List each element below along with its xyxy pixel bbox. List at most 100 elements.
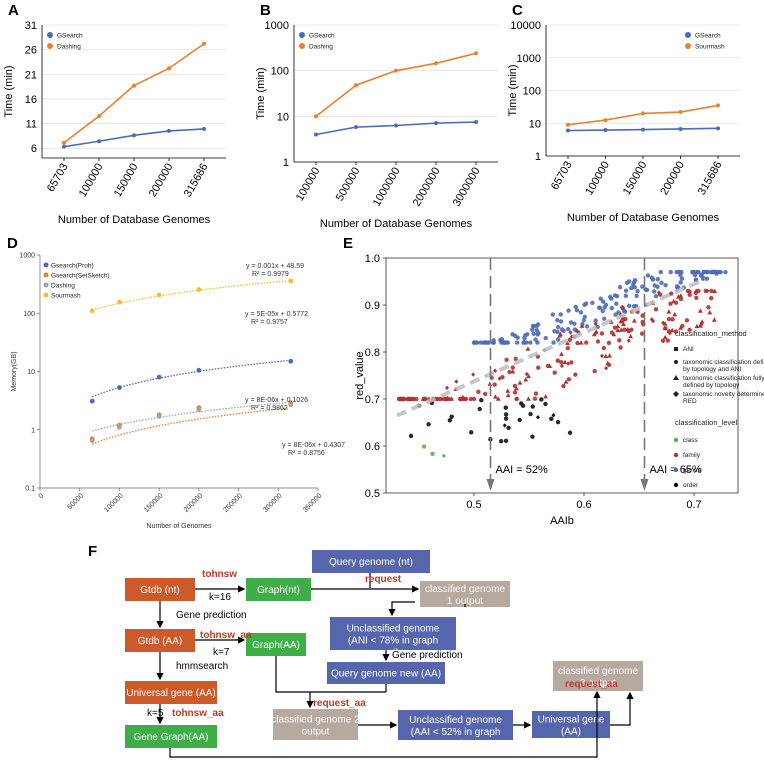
data-point (562, 359, 568, 365)
data-point (705, 269, 710, 275)
data-point (501, 340, 507, 345)
threshold-arrow (640, 479, 649, 491)
panel-label: D (7, 235, 18, 252)
legend-label: GSearch (309, 33, 335, 40)
data-point (659, 280, 664, 285)
data-point (394, 68, 398, 73)
data-point (698, 323, 703, 328)
y-tick-label: 10 (277, 111, 289, 123)
data-point (531, 331, 536, 336)
box-classified1 (420, 581, 510, 607)
box-universal-aa (125, 681, 217, 704)
data-point (674, 284, 680, 289)
x-tick-label: 150000 (143, 492, 165, 514)
data-point (558, 319, 564, 324)
data-point (666, 316, 672, 322)
y-axis-title: Time (min) (507, 64, 519, 116)
data-point (514, 396, 519, 402)
data-point (500, 375, 505, 380)
panel-c-time-chart: C 1 10 100 1000 10000 65703 100000 150000 200000 3… (507, 2, 740, 224)
data-point (414, 396, 419, 402)
data-point (716, 103, 720, 108)
data-point (551, 413, 556, 418)
data-point (426, 422, 431, 427)
box-query-nt (312, 550, 430, 573)
data-point (573, 304, 578, 310)
data-point (567, 337, 573, 342)
data-point (132, 83, 136, 88)
fit-equation: y = 0.001x + 48.59 (246, 263, 304, 270)
x-tick-label: 150000 (112, 162, 141, 200)
data-point (703, 288, 708, 294)
data-point (671, 298, 676, 304)
box-unclassified-aa-label: Unclassified genome (AAI < 52% in graph AA… (409, 715, 502, 750)
data-point (581, 318, 587, 323)
data-point (504, 357, 509, 363)
data-point (441, 453, 446, 459)
data-point (606, 362, 612, 368)
data-point (530, 404, 535, 409)
y-tick-label: 1 (283, 157, 289, 169)
data-point (493, 368, 498, 373)
box-graph-nt-label: Graph(nt) (257, 585, 300, 596)
x-tick-label: 0.5 (466, 499, 481, 511)
data-point (498, 337, 503, 343)
legend-label: order (683, 482, 699, 489)
legend-marker (43, 292, 49, 298)
y-axis-title: Memory(GB) (11, 351, 18, 391)
data-point (599, 331, 605, 336)
box-graph-nt (246, 578, 311, 601)
data-point (525, 346, 531, 351)
legend-label: Sourmash (695, 44, 725, 51)
box-universal2-label: Universal gene (AA) (538, 715, 605, 738)
data-point (660, 338, 666, 344)
data-point (288, 358, 294, 364)
data-point (667, 330, 672, 336)
data-point (449, 396, 455, 401)
data-point (614, 294, 620, 299)
data-point (694, 323, 700, 329)
legend-marker (299, 43, 305, 49)
data-point (578, 310, 584, 315)
data-point (483, 340, 488, 345)
data-point (517, 417, 522, 423)
x-tick-label: 65703 (549, 160, 575, 192)
data-point (565, 326, 571, 332)
data-point (288, 278, 294, 284)
data-point (656, 290, 661, 295)
data-point (634, 293, 639, 299)
legend-label: GSearch (57, 33, 83, 40)
data-point (513, 385, 519, 391)
panel-e-red-value-chart: E 0.5 0.6 0.7 0.8 0.9 1.0 0.5 0.6 0.7 AAI = 52% AAI… (343, 235, 764, 527)
data-point (678, 110, 683, 115)
connector-graph-aa (275, 656, 386, 693)
data-point (551, 340, 556, 345)
legend-label: GSearch (695, 33, 721, 40)
data-point (156, 413, 162, 419)
box-classified2 (273, 709, 358, 740)
box-graph-aa-label: Graph(AA) (252, 640, 300, 651)
data-point (609, 330, 615, 335)
data-point (690, 269, 696, 275)
y-tick-label: 0.6 (365, 441, 380, 453)
data-point (167, 66, 171, 71)
data-point (623, 288, 629, 293)
data-point (532, 396, 538, 401)
box-query-new-label: Query genome new (AA) (331, 669, 441, 680)
data-point (607, 294, 613, 300)
data-point (517, 380, 523, 385)
data-point (649, 275, 655, 280)
data-point (662, 321, 668, 326)
data-point (601, 345, 607, 351)
data-point (653, 293, 659, 299)
x-tick-label: 100000 (77, 162, 106, 200)
x-tick-label: 100000 (294, 166, 323, 204)
panel-label: B (260, 2, 271, 19)
box-unclassified-nt-label: Unclassified genome (ANI < 78% in graph nt… (347, 624, 440, 659)
y-tick-label: 21 (25, 69, 37, 81)
data-point (505, 392, 511, 398)
trend-line (396, 277, 706, 418)
data-point (502, 423, 507, 428)
label-request-aa-2: request_aa (565, 679, 618, 690)
data-point (607, 353, 612, 358)
